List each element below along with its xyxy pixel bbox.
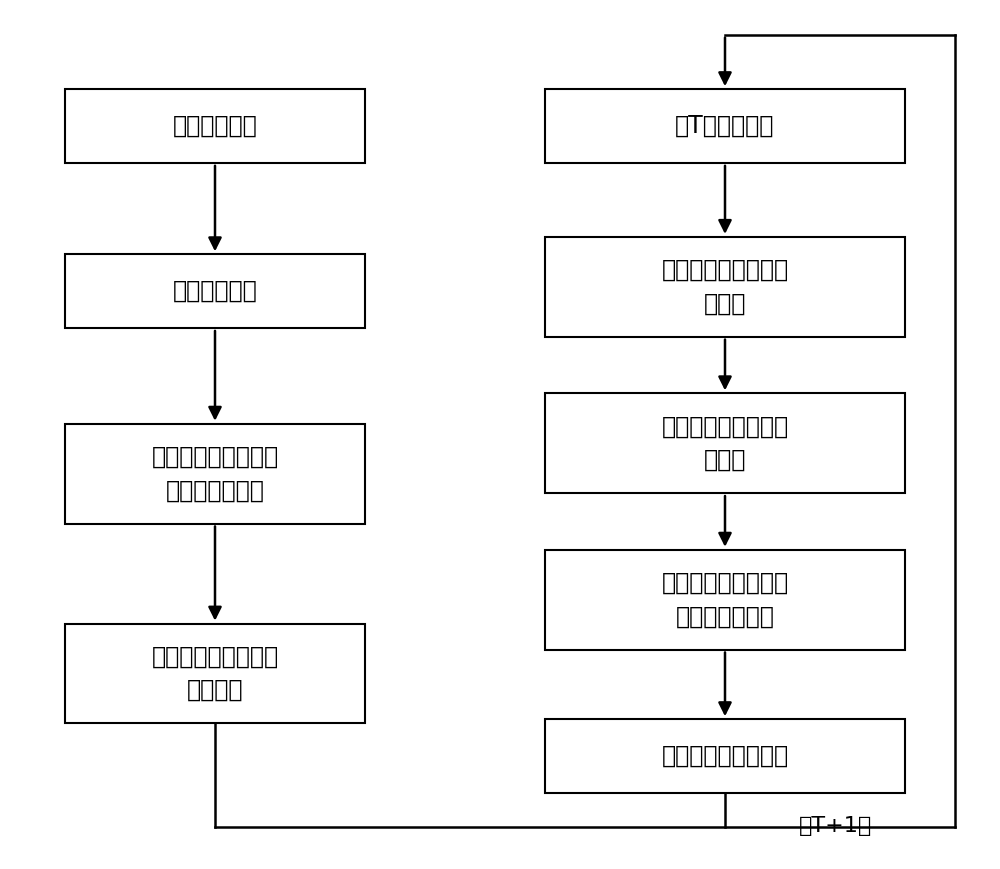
FancyBboxPatch shape [65, 423, 365, 523]
Text: 各采样矩形窗与分类
器初始化: 各采样矩形窗与分类 器初始化 [151, 645, 279, 702]
Text: 在线更新分类器参数: 在线更新分类器参数 [661, 744, 789, 768]
FancyBboxPatch shape [545, 550, 905, 650]
Text: 第T+1帧: 第T+1帧 [798, 816, 872, 836]
Text: 各采样矩形窗直线特
征提取: 各采样矩形窗直线特 征提取 [661, 258, 789, 315]
FancyBboxPatch shape [545, 236, 905, 336]
FancyBboxPatch shape [545, 393, 905, 494]
FancyBboxPatch shape [545, 90, 905, 163]
Text: 第T帧红外图像: 第T帧红外图像 [675, 114, 775, 138]
FancyBboxPatch shape [65, 90, 365, 163]
Text: 首帧红外图像: 首帧红外图像 [173, 114, 257, 138]
Text: 得到跑道边界直线参
数及其交点信息: 得到跑道边界直线参 数及其交点信息 [151, 445, 279, 502]
Text: 由分类器得分确定最
优直线: 由分类器得分确定最 优直线 [661, 415, 789, 472]
FancyBboxPatch shape [545, 720, 905, 793]
FancyBboxPatch shape [65, 624, 365, 723]
Text: 全图跑道检测: 全图跑道检测 [173, 279, 257, 303]
FancyBboxPatch shape [65, 254, 365, 328]
Text: 确定各采样点位置并
拟合出跑到区域: 确定各采样点位置并 拟合出跑到区域 [661, 571, 789, 628]
